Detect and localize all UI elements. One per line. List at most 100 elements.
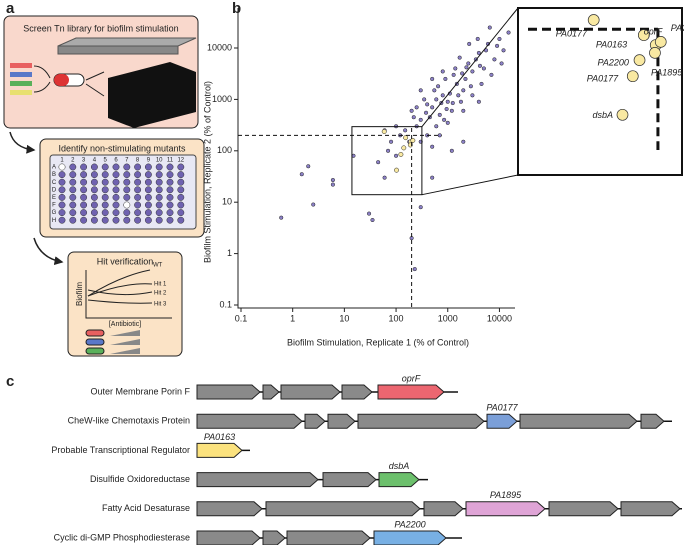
well (166, 186, 174, 194)
y-tick-label: 1000 (212, 94, 232, 104)
gene-label: PA2200 (394, 519, 425, 529)
well (144, 163, 152, 171)
well (90, 163, 98, 171)
x-tick-label: 0.1 (235, 313, 248, 323)
operon-label: Outer Membrane Porin F (90, 386, 190, 396)
data-point (443, 76, 448, 81)
well (123, 186, 131, 194)
curve-label: Hit 2 (154, 291, 167, 297)
y-tick-label: 0.1 (219, 299, 232, 309)
data-point (434, 97, 439, 102)
data-point (492, 57, 497, 62)
well (101, 193, 109, 201)
data-point (449, 148, 454, 153)
gene (640, 413, 665, 429)
y-tick-label: 10000 (207, 42, 232, 52)
well (69, 201, 77, 209)
data-point (467, 41, 472, 46)
data-point (451, 72, 456, 77)
x-axis-label: Biofilm Stimulation, Replicate 1 (% of C… (287, 337, 469, 347)
data-point (461, 88, 466, 93)
well (58, 171, 66, 179)
well (112, 201, 120, 209)
well (58, 201, 66, 209)
highlighted-gene (196, 442, 243, 458)
plate-column-label: 1 (60, 158, 64, 164)
data-point (398, 151, 404, 157)
gene (196, 530, 261, 545)
well (58, 216, 66, 224)
highlighted-gene (465, 501, 546, 517)
data-point (403, 128, 408, 133)
operon-label: Probable Transcriptional Regulator (51, 445, 190, 455)
axis-label: [Antibiotic] (109, 321, 141, 328)
data-point (394, 153, 399, 158)
highlighted-gene (378, 472, 420, 488)
data-point (432, 88, 437, 93)
well (123, 193, 131, 201)
operon-label: Disulfide Oxidoreductase (90, 474, 190, 484)
well (101, 201, 109, 209)
x-tick-label: 100 (389, 313, 404, 323)
plate-column-label: 7 (125, 158, 129, 164)
data-point (422, 97, 427, 102)
point-label: oprF (644, 26, 663, 36)
gene (304, 413, 326, 429)
data-point (461, 108, 466, 113)
well (134, 163, 142, 171)
plate-column-label: 11 (167, 158, 174, 164)
well (155, 201, 163, 209)
gene (196, 472, 319, 488)
dna (10, 90, 32, 95)
data-point (412, 267, 417, 272)
data-point (370, 217, 375, 223)
inset-point (649, 47, 661, 59)
connector (33, 65, 105, 97)
data-point (497, 36, 502, 41)
gene-label: PA0163 (204, 432, 235, 442)
point-label: PA2200 (671, 23, 684, 33)
data-point (468, 84, 473, 89)
tubes (85, 329, 140, 355)
well (58, 178, 66, 186)
operon-label: Cyclic di-GMP Phosphodiesterase (54, 532, 190, 542)
data-point (330, 177, 335, 183)
data-point (394, 167, 399, 173)
well (155, 171, 163, 179)
well (90, 193, 98, 201)
well (177, 193, 185, 201)
well (112, 193, 120, 201)
dna (10, 81, 32, 86)
plate-row-label: G (52, 210, 57, 216)
data-point (386, 148, 391, 153)
data-point (460, 71, 465, 76)
curve (87, 299, 153, 304)
gene (265, 501, 421, 517)
gene (548, 501, 619, 517)
well (69, 216, 77, 224)
gene (262, 384, 280, 400)
gene (196, 501, 263, 517)
well (177, 209, 185, 217)
well (144, 186, 152, 194)
data-point (440, 69, 445, 74)
well (90, 171, 98, 179)
well (80, 186, 88, 194)
axis (237, 8, 515, 309)
well (101, 163, 109, 171)
well (177, 163, 185, 171)
data-point (425, 102, 430, 107)
well (101, 178, 109, 186)
operon-label: Fatty Acid Desaturase (102, 503, 190, 513)
data-point (436, 84, 441, 89)
well (58, 163, 66, 171)
well (101, 209, 109, 217)
well (69, 163, 77, 171)
plate-column-label: 6 (114, 158, 118, 164)
gene-label: dsbA (389, 461, 410, 471)
data-point (466, 61, 471, 66)
plate-row-label: D (52, 187, 57, 193)
data-point (403, 135, 409, 141)
well (80, 171, 88, 179)
well (144, 209, 152, 217)
